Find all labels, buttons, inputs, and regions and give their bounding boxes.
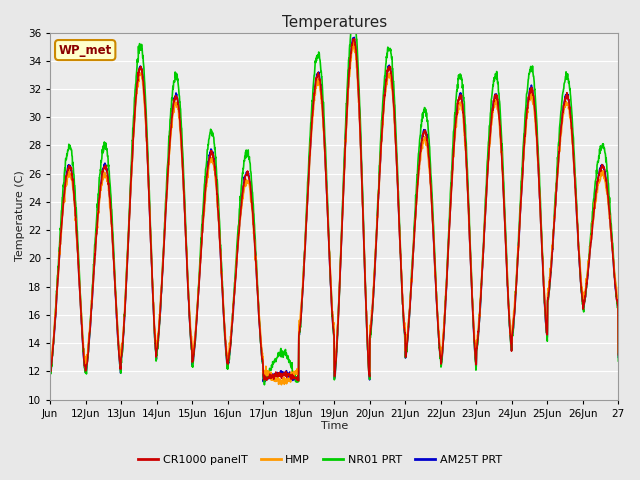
AM25T PRT — [614, 354, 622, 360]
CR1000 panelT — [351, 36, 358, 42]
Line: CR1000 panelT: CR1000 panelT — [50, 39, 618, 381]
NR01 PRT — [614, 358, 622, 364]
NR01 PRT — [76, 264, 83, 270]
HMP — [598, 168, 606, 174]
NR01 PRT — [46, 374, 54, 380]
NR01 PRT — [323, 180, 330, 185]
CR1000 panelT — [614, 352, 622, 358]
HMP — [614, 349, 622, 355]
HMP — [76, 273, 83, 278]
HMP — [323, 187, 330, 192]
AM25T PRT — [598, 163, 606, 169]
NR01 PRT — [494, 79, 502, 85]
HMP — [494, 109, 502, 115]
CR1000 panelT — [308, 125, 316, 131]
Legend: CR1000 panelT, HMP, NR01 PRT, AM25T PRT: CR1000 panelT, HMP, NR01 PRT, AM25T PRT — [134, 451, 506, 469]
NR01 PRT — [308, 107, 316, 112]
Line: NR01 PRT: NR01 PRT — [50, 15, 618, 385]
CR1000 panelT — [598, 163, 606, 169]
AM25T PRT — [323, 190, 330, 195]
CR1000 panelT — [46, 367, 54, 372]
AM25T PRT — [259, 379, 267, 384]
HMP — [598, 172, 606, 178]
Line: AM25T PRT: AM25T PRT — [50, 37, 618, 382]
NR01 PRT — [598, 142, 606, 147]
CR1000 panelT — [494, 104, 502, 110]
Y-axis label: Temperature (C): Temperature (C) — [15, 171, 25, 262]
HMP — [308, 127, 316, 133]
Title: Temperatures: Temperatures — [282, 15, 387, 30]
HMP — [350, 38, 358, 44]
AM25T PRT — [494, 99, 502, 105]
X-axis label: Time: Time — [321, 421, 348, 432]
NR01 PRT — [260, 382, 268, 388]
AM25T PRT — [598, 165, 606, 170]
CR1000 panelT — [294, 378, 302, 384]
CR1000 panelT — [323, 188, 330, 193]
CR1000 panelT — [598, 162, 606, 168]
HMP — [46, 360, 54, 365]
AM25T PRT — [76, 274, 83, 279]
NR01 PRT — [598, 143, 606, 148]
HMP — [278, 382, 285, 388]
AM25T PRT — [351, 35, 358, 40]
AM25T PRT — [46, 371, 54, 376]
NR01 PRT — [349, 12, 357, 18]
AM25T PRT — [308, 122, 316, 128]
Line: HMP: HMP — [50, 41, 618, 385]
CR1000 panelT — [76, 275, 83, 281]
Text: WP_met: WP_met — [59, 44, 112, 57]
